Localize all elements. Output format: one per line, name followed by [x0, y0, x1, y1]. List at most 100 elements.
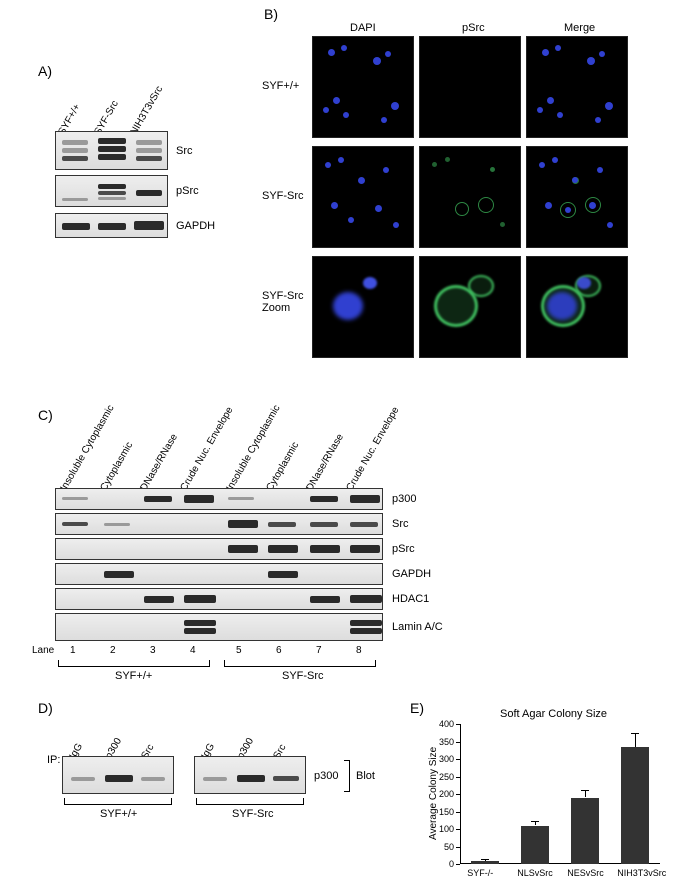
row-header: SYF-Src Zoom: [262, 290, 304, 314]
error-cap: [581, 790, 589, 791]
fluo-dapi: [312, 36, 414, 138]
fluo-psrc: [419, 36, 521, 138]
blot-label: Lamin A/C: [392, 621, 443, 633]
blot-src: [55, 131, 168, 170]
error-cap: [531, 821, 539, 822]
lane-num: 3: [150, 645, 156, 656]
y-tick-label: 150: [432, 807, 454, 817]
y-tick-label: 50: [432, 842, 454, 852]
blot-label: Src: [392, 518, 409, 530]
fluo-dapi: [312, 146, 414, 248]
x-tick-label: SYF-/-: [467, 868, 493, 878]
lane-num: 7: [316, 645, 322, 656]
blot-d-left: [62, 756, 174, 794]
y-tick: [456, 794, 460, 795]
fluo-psrc-zoom: [419, 256, 521, 358]
fluo-merge: [526, 146, 628, 248]
blot-hdac1: [55, 588, 383, 610]
blot-c-gapdh: [55, 563, 383, 585]
y-tick-label: 400: [432, 719, 454, 729]
group-label: SYF+/+: [100, 808, 137, 820]
blot-word: Blot: [356, 770, 375, 782]
x-tick-label: NLSvSrc: [517, 868, 553, 878]
blot-c-psrc: [55, 538, 383, 560]
y-tick: [456, 742, 460, 743]
bracket: [344, 760, 350, 792]
lane-word: Lane: [32, 645, 54, 656]
y-tick: [456, 759, 460, 760]
bracket: [64, 798, 172, 805]
x-tick-label: NIH3T3vSrc: [617, 868, 666, 878]
fluo-psrc: [419, 146, 521, 248]
y-tick-label: 100: [432, 824, 454, 834]
row-header: SYF+/+: [262, 80, 299, 92]
blot-label: GAPDH: [176, 220, 215, 232]
col-header: Merge: [564, 22, 595, 34]
bar: [521, 826, 549, 865]
y-tick: [456, 777, 460, 778]
lane-num: 4: [190, 645, 196, 656]
y-tick: [456, 829, 460, 830]
chart-title: Soft Agar Colony Size: [500, 708, 607, 720]
blot-label: HDAC1: [392, 593, 429, 605]
blot-label: pSrc: [392, 543, 415, 555]
error-cap: [631, 733, 639, 734]
fraction-label: Cytoplasmic: [264, 440, 301, 493]
y-tick-label: 250: [432, 772, 454, 782]
row-header: SYF-Src: [262, 190, 304, 202]
panel-e-label: E): [410, 700, 424, 716]
x-tick-label: NESvSrc: [567, 868, 604, 878]
fraction-label: DNase/RNase: [138, 432, 179, 493]
y-tick: [456, 864, 460, 865]
blot-label: p300: [314, 770, 338, 782]
fraction-label: Crude Nuc. Envelope: [344, 405, 401, 493]
bracket: [224, 660, 376, 667]
group-label: SYF-Src: [282, 670, 324, 682]
blot-label: Src: [176, 145, 193, 157]
blot-label: GAPDH: [392, 568, 431, 580]
fluo-dapi-zoom: [312, 256, 414, 358]
col-header: pSrc: [462, 22, 485, 34]
y-tick: [456, 812, 460, 813]
lane-num: 2: [110, 645, 116, 656]
group-label: SYF-Src: [232, 808, 274, 820]
panel-a-label: A): [38, 63, 52, 79]
bar: [571, 798, 599, 865]
y-tick-label: 0: [432, 859, 454, 869]
error-cap: [481, 859, 489, 860]
col-header: DAPI: [350, 22, 376, 34]
panel-c-label: C): [38, 407, 53, 423]
bar: [621, 747, 649, 864]
blot-p300: [55, 488, 383, 510]
y-tick: [456, 847, 460, 848]
fraction-label: Crude Nuc. Envelope: [178, 405, 235, 493]
group-label: SYF+/+: [115, 670, 152, 682]
error-bar: [585, 790, 586, 798]
lane-num: 8: [356, 645, 362, 656]
y-tick: [456, 724, 460, 725]
ip-label: IP:: [47, 754, 60, 766]
y-tick-label: 350: [432, 737, 454, 747]
fraction-label: Cytoplasmic: [98, 440, 135, 493]
blot-c-src: [55, 513, 383, 535]
y-tick-label: 200: [432, 789, 454, 799]
panel-d-label: D): [38, 700, 53, 716]
blot-d-right: [194, 756, 306, 794]
fluo-merge: [526, 36, 628, 138]
lane-num: 1: [70, 645, 76, 656]
error-bar: [635, 733, 636, 747]
blot-label: p300: [392, 493, 416, 505]
blot-psrc: [55, 175, 168, 207]
lane-num: 5: [236, 645, 242, 656]
lane-label: NIH3T3vSrc: [128, 84, 165, 137]
blot-gapdh: [55, 213, 168, 238]
bracket: [58, 660, 210, 667]
bar: [471, 861, 499, 865]
panel-b-label: B): [264, 6, 278, 22]
fraction-label: DNase/RNase: [304, 432, 345, 493]
blot-label: pSrc: [176, 185, 199, 197]
bracket: [196, 798, 304, 805]
lane-num: 6: [276, 645, 282, 656]
y-tick-label: 300: [432, 754, 454, 764]
blot-lamin: [55, 613, 383, 641]
